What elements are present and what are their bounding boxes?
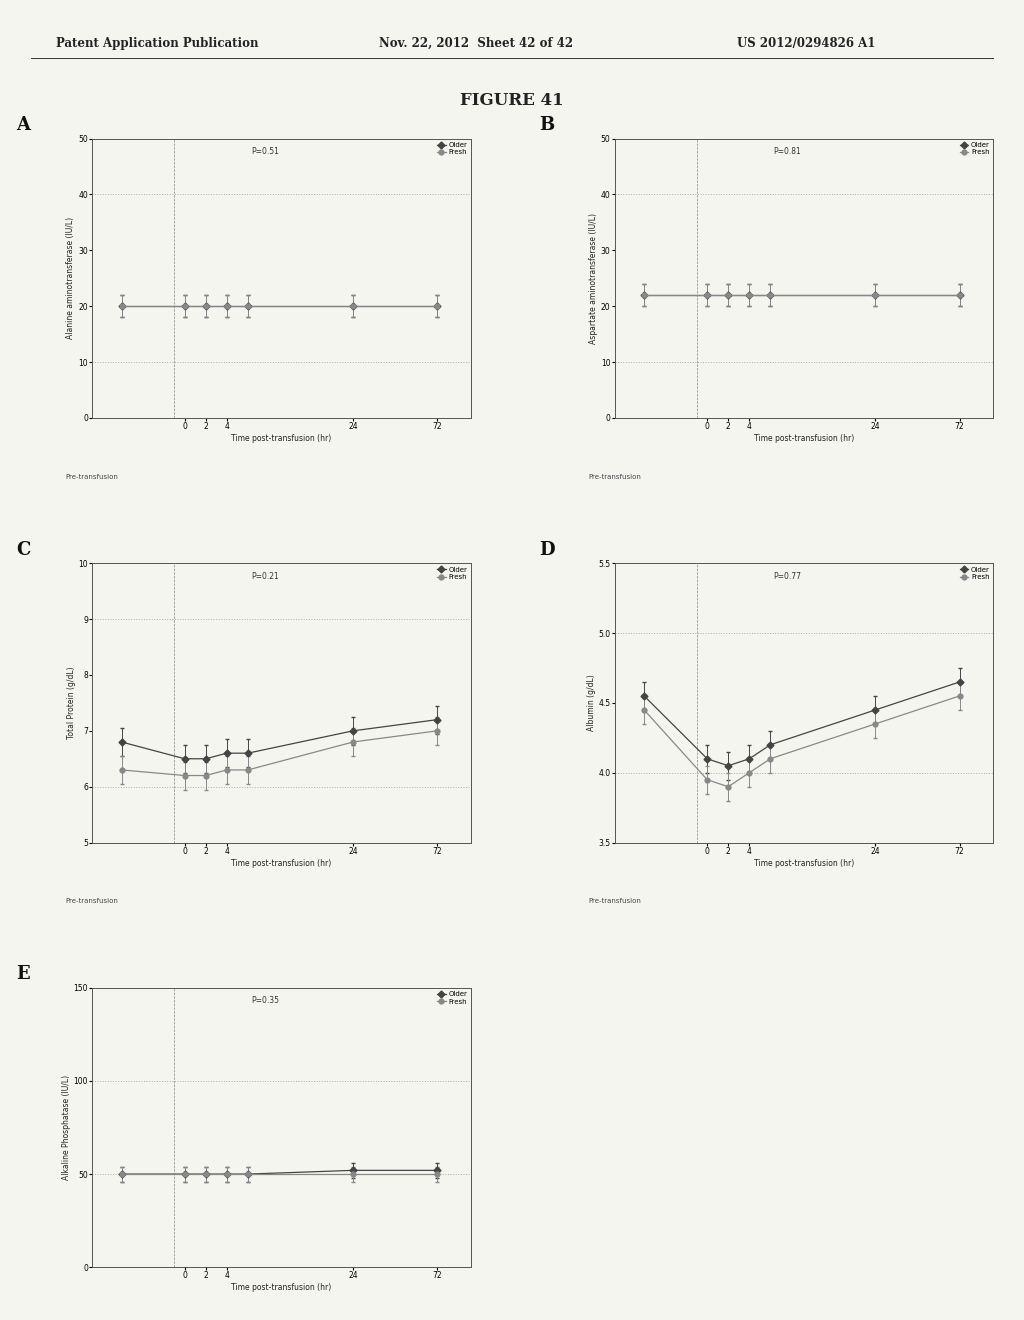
X-axis label: Time post-transfusion (hr): Time post-transfusion (hr) bbox=[231, 434, 332, 444]
Text: US 2012/0294826 A1: US 2012/0294826 A1 bbox=[737, 37, 876, 50]
Legend: Older, Fresh: Older, Fresh bbox=[437, 991, 467, 1005]
Text: C: C bbox=[16, 541, 31, 558]
Y-axis label: Alkaline Phosphatase (IU/L): Alkaline Phosphatase (IU/L) bbox=[61, 1074, 71, 1180]
Text: Pre-transfusion: Pre-transfusion bbox=[66, 899, 119, 904]
Y-axis label: Total Protein (g/dL): Total Protein (g/dL) bbox=[67, 667, 76, 739]
Text: Pre-transfusion: Pre-transfusion bbox=[66, 474, 119, 480]
X-axis label: Time post-transfusion (hr): Time post-transfusion (hr) bbox=[754, 858, 854, 867]
X-axis label: Time post-transfusion (hr): Time post-transfusion (hr) bbox=[754, 434, 854, 444]
Text: P=0.51: P=0.51 bbox=[251, 147, 280, 156]
Legend: Older, Fresh: Older, Fresh bbox=[959, 566, 990, 579]
Text: Nov. 22, 2012  Sheet 42 of 42: Nov. 22, 2012 Sheet 42 of 42 bbox=[379, 37, 573, 50]
Legend: Older, Fresh: Older, Fresh bbox=[437, 566, 467, 579]
Text: Patent Application Publication: Patent Application Publication bbox=[56, 37, 259, 50]
Text: D: D bbox=[539, 541, 555, 558]
Legend: Older, Fresh: Older, Fresh bbox=[959, 143, 990, 156]
X-axis label: Time post-transfusion (hr): Time post-transfusion (hr) bbox=[231, 1283, 332, 1292]
Text: Pre-transfusion: Pre-transfusion bbox=[588, 899, 641, 904]
Text: P=0.77: P=0.77 bbox=[774, 572, 802, 581]
Text: Pre-transfusion: Pre-transfusion bbox=[588, 474, 641, 480]
Text: A: A bbox=[16, 116, 31, 135]
Legend: Older, Fresh: Older, Fresh bbox=[437, 143, 467, 156]
Text: FIGURE 41: FIGURE 41 bbox=[460, 92, 564, 110]
Text: P=0.21: P=0.21 bbox=[251, 572, 279, 581]
Y-axis label: Aspartate aminotransferase (IU/L): Aspartate aminotransferase (IU/L) bbox=[589, 213, 598, 343]
Text: P=0.35: P=0.35 bbox=[251, 997, 280, 1006]
Text: B: B bbox=[539, 116, 554, 135]
Text: P=0.81: P=0.81 bbox=[774, 147, 802, 156]
Y-axis label: Albumin (g/dL): Albumin (g/dL) bbox=[587, 675, 596, 731]
X-axis label: Time post-transfusion (hr): Time post-transfusion (hr) bbox=[231, 858, 332, 867]
Y-axis label: Alanine aminotransferase (IU/L): Alanine aminotransferase (IU/L) bbox=[67, 218, 76, 339]
Text: E: E bbox=[16, 965, 30, 983]
